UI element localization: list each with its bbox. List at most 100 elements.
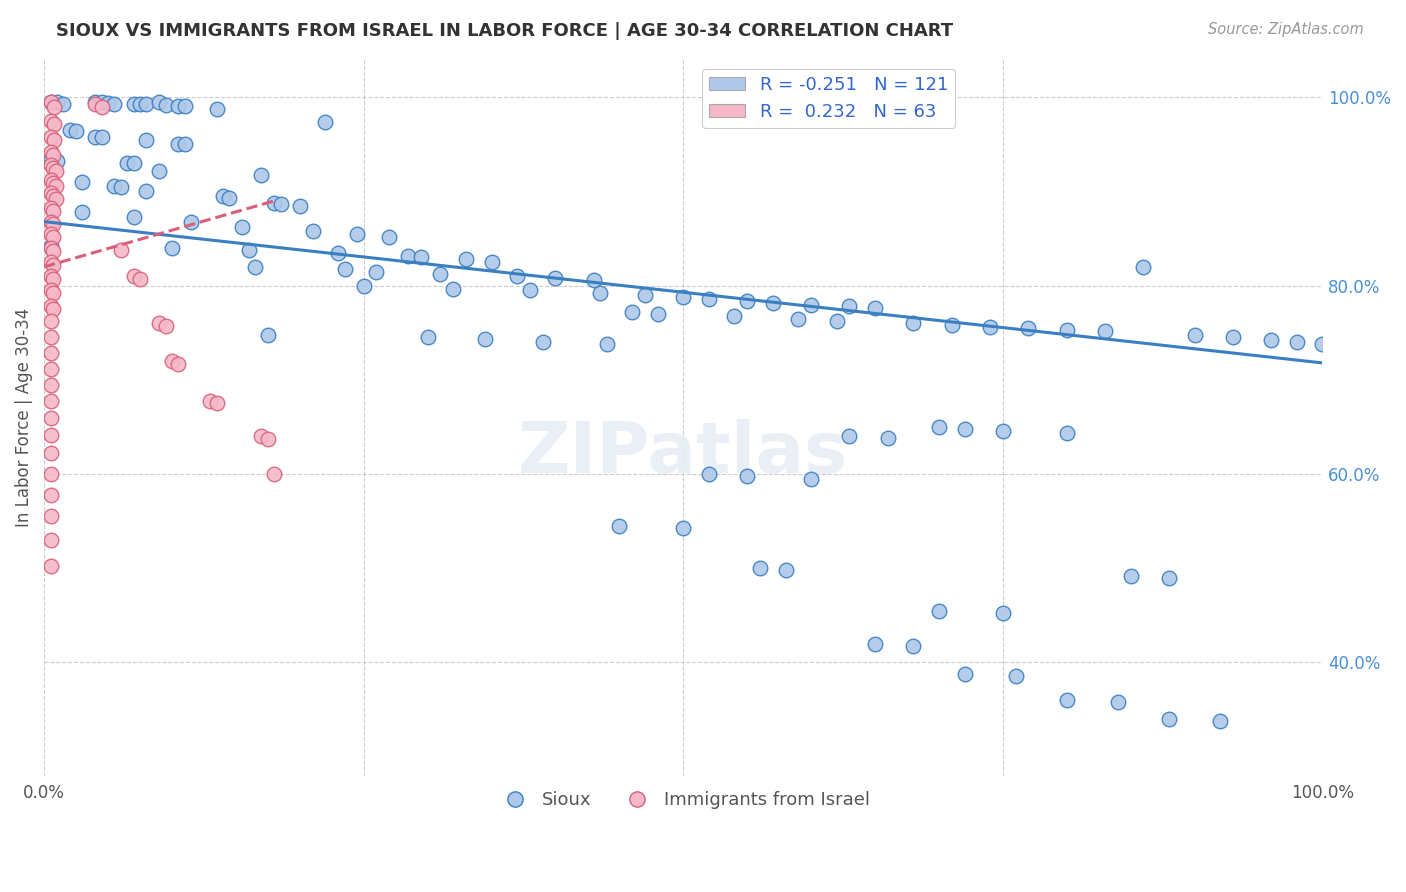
- Point: [589, 286, 612, 301]
- Point: [39, 129, 62, 144]
- Point: [1209, 714, 1232, 728]
- Point: [173, 137, 195, 152]
- Point: [1222, 330, 1244, 344]
- Point: [1119, 569, 1142, 583]
- Point: [1285, 335, 1308, 350]
- Point: [39, 214, 62, 228]
- Point: [1132, 260, 1154, 274]
- Text: ZIPatlas: ZIPatlas: [519, 419, 848, 488]
- Point: [953, 422, 976, 436]
- Point: [1056, 425, 1078, 440]
- Point: [723, 309, 745, 323]
- Point: [1017, 321, 1039, 335]
- Point: [735, 293, 758, 308]
- Point: [263, 195, 285, 210]
- Point: [39, 95, 62, 109]
- Point: [39, 393, 62, 408]
- Point: [45, 178, 67, 193]
- Point: [42, 229, 65, 244]
- Point: [90, 95, 112, 109]
- Point: [39, 509, 62, 524]
- Point: [941, 318, 963, 333]
- Point: [122, 210, 145, 224]
- Point: [231, 220, 253, 235]
- Point: [366, 264, 388, 278]
- Point: [135, 96, 157, 111]
- Point: [39, 202, 62, 216]
- Point: [39, 346, 62, 360]
- Point: [39, 95, 62, 109]
- Point: [42, 176, 65, 190]
- Point: [800, 297, 823, 311]
- Point: [454, 252, 477, 267]
- Point: [39, 314, 62, 328]
- Point: [838, 429, 860, 443]
- Point: [256, 327, 278, 342]
- Point: [103, 178, 125, 193]
- Point: [97, 95, 120, 110]
- Point: [110, 243, 132, 257]
- Point: [110, 179, 132, 194]
- Point: [863, 637, 886, 651]
- Point: [122, 156, 145, 170]
- Point: [903, 639, 925, 653]
- Point: [647, 307, 669, 321]
- Point: [173, 99, 195, 113]
- Point: [928, 604, 950, 618]
- Point: [44, 100, 66, 114]
- Point: [167, 137, 190, 152]
- Point: [39, 255, 62, 269]
- Point: [42, 189, 65, 203]
- Point: [44, 117, 66, 131]
- Point: [39, 361, 62, 376]
- Point: [595, 337, 617, 351]
- Legend: Sioux, Immigrants from Israel: Sioux, Immigrants from Israel: [489, 784, 877, 816]
- Point: [45, 163, 67, 178]
- Point: [148, 163, 170, 178]
- Point: [52, 96, 75, 111]
- Point: [167, 357, 190, 371]
- Point: [39, 559, 62, 574]
- Point: [180, 214, 202, 228]
- Point: [39, 299, 62, 313]
- Point: [1260, 334, 1282, 348]
- Text: SIOUX VS IMMIGRANTS FROM ISRAEL IN LABOR FORCE | AGE 30-34 CORRELATION CHART: SIOUX VS IMMIGRANTS FROM ISRAEL IN LABOR…: [56, 22, 953, 40]
- Point: [160, 354, 183, 368]
- Point: [39, 241, 62, 255]
- Point: [39, 488, 62, 502]
- Point: [39, 227, 62, 241]
- Point: [749, 561, 772, 575]
- Point: [205, 102, 228, 116]
- Point: [42, 244, 65, 258]
- Point: [238, 243, 260, 257]
- Point: [148, 317, 170, 331]
- Point: [582, 273, 605, 287]
- Point: [326, 245, 349, 260]
- Point: [991, 606, 1014, 620]
- Point: [416, 330, 439, 344]
- Point: [429, 268, 451, 282]
- Point: [39, 239, 62, 253]
- Point: [39, 533, 62, 547]
- Point: [42, 147, 65, 161]
- Point: [39, 377, 62, 392]
- Point: [672, 521, 695, 535]
- Point: [39, 152, 62, 166]
- Point: [72, 205, 94, 219]
- Point: [333, 261, 356, 276]
- Point: [44, 133, 66, 147]
- Point: [39, 145, 62, 159]
- Point: [697, 292, 720, 306]
- Point: [122, 96, 145, 111]
- Point: [775, 563, 797, 577]
- Point: [1107, 695, 1129, 709]
- Point: [314, 115, 336, 129]
- Point: [90, 100, 112, 114]
- Point: [263, 467, 285, 481]
- Point: [735, 469, 758, 483]
- Point: [256, 432, 278, 446]
- Point: [991, 424, 1014, 438]
- Point: [84, 95, 107, 109]
- Point: [474, 332, 496, 346]
- Point: [903, 317, 925, 331]
